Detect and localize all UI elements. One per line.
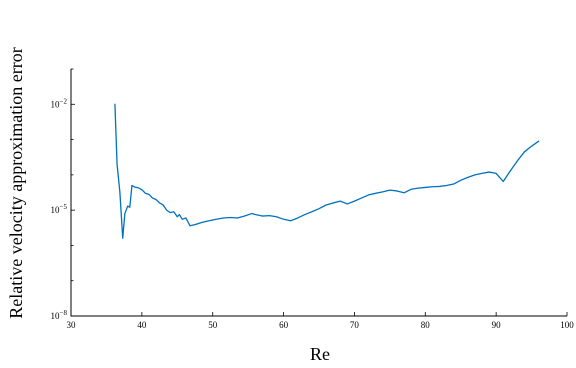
plot-area: 30 40 50 60 70 80 90 100 10−8 10−5 10−2 bbox=[51, 68, 574, 330]
y-tick-label: 10−2 bbox=[51, 97, 68, 109]
series-line-0 bbox=[114, 103, 540, 239]
x-axis-title: Re bbox=[310, 344, 330, 364]
x-tick-label: 70 bbox=[350, 320, 360, 330]
x-tick-label: 40 bbox=[137, 320, 147, 330]
x-tick-label: 50 bbox=[208, 320, 218, 330]
x-tick-label: 90 bbox=[492, 320, 502, 330]
y-axis-title: Relative velocity approximation error bbox=[6, 47, 26, 318]
y-tick-label: 10−5 bbox=[51, 203, 68, 215]
x-tick-label: 100 bbox=[560, 320, 574, 330]
x-tick-label: 60 bbox=[279, 320, 289, 330]
x-tick-label: 80 bbox=[421, 320, 431, 330]
y-tick-label: 10−8 bbox=[51, 309, 68, 321]
x-tick-label: 30 bbox=[67, 320, 77, 330]
